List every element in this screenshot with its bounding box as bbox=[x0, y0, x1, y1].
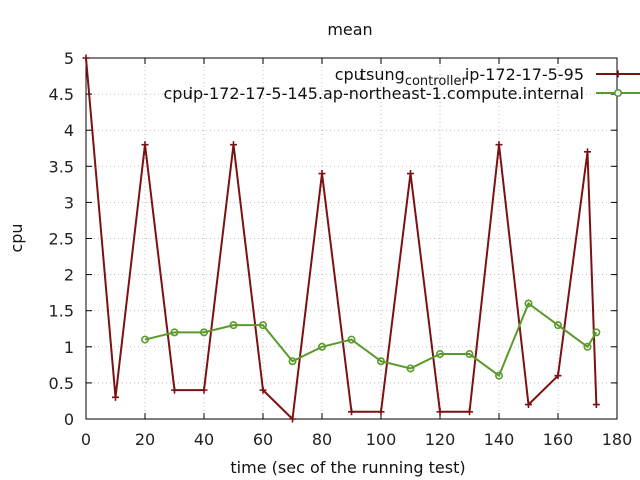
x-tick-label: 60 bbox=[253, 430, 273, 449]
y-axis-title: cpu bbox=[7, 223, 26, 252]
data-point bbox=[494, 371, 503, 380]
legend-1-part-2: tsung bbox=[360, 65, 405, 84]
y-tick-label: 0.5 bbox=[49, 374, 74, 393]
data-point bbox=[524, 299, 533, 308]
data-point bbox=[554, 372, 562, 380]
y-axis: 0 0.5 1 1.5 2 2.5 3 3.5 4 4.5 5 bbox=[49, 49, 617, 429]
legend-2-part-1: cpu bbox=[163, 84, 192, 103]
data-point bbox=[436, 408, 444, 416]
data-point bbox=[466, 408, 473, 416]
legend: cputsungcontrollerip-172-17-5-95 cpuip-1… bbox=[163, 65, 640, 103]
data-point bbox=[406, 364, 415, 373]
data-point bbox=[318, 170, 326, 178]
data-point bbox=[465, 350, 474, 359]
legend-1-part-4: ip-172-17-5-95 bbox=[465, 65, 584, 84]
series-line-2 bbox=[144, 301, 598, 378]
data-point bbox=[200, 328, 209, 337]
x-tick-label: 140 bbox=[484, 430, 515, 449]
data-point bbox=[495, 141, 503, 149]
y-tick-label: 0 bbox=[64, 410, 74, 429]
plot-frame bbox=[85, 57, 618, 420]
svg-text:cputsungcontrollerip-172-17-5-: cputsungcontrollerip-172-17-5-95 bbox=[335, 65, 584, 89]
data-point bbox=[435, 350, 444, 359]
data-point bbox=[229, 321, 238, 330]
x-tick-label: 180 bbox=[602, 430, 633, 449]
data-point bbox=[258, 321, 267, 330]
data-point bbox=[200, 386, 208, 394]
data-point bbox=[347, 335, 356, 344]
data-point bbox=[584, 148, 591, 156]
x-axis: 0 20 40 60 80 100 120 140 160 180 bbox=[81, 58, 632, 449]
y-tick-label: 3 bbox=[64, 193, 74, 212]
data-point bbox=[592, 328, 601, 337]
data-point bbox=[407, 170, 414, 178]
x-tick-label: 20 bbox=[135, 430, 155, 449]
data-point bbox=[317, 342, 326, 351]
y-tick-label: 2.5 bbox=[49, 230, 74, 249]
x-tick-label: 80 bbox=[312, 430, 332, 449]
data-point bbox=[525, 401, 532, 409]
chart-title: mean bbox=[327, 20, 372, 39]
data-point bbox=[141, 335, 150, 344]
legend-marker bbox=[613, 89, 622, 98]
data-point bbox=[583, 342, 592, 351]
y-tick-label: 1 bbox=[64, 338, 74, 357]
y-tick-label: 2 bbox=[64, 266, 74, 285]
legend-2-part-2: ip-172-17-5-145.ap-northeast-1.compute.i… bbox=[189, 84, 584, 103]
data-point bbox=[592, 401, 600, 409]
legend-entry-1: cputsungcontrollerip-172-17-5-95 bbox=[335, 65, 640, 89]
data-point bbox=[230, 141, 237, 149]
data-point bbox=[171, 386, 178, 394]
y-tick-label: 5 bbox=[64, 49, 74, 68]
data-point bbox=[553, 321, 562, 330]
data-point bbox=[377, 408, 385, 416]
data-point bbox=[82, 54, 90, 62]
data-point bbox=[259, 386, 267, 394]
grid bbox=[86, 58, 617, 419]
data-point bbox=[112, 393, 119, 401]
y-tick-label: 4 bbox=[64, 121, 74, 140]
data-point bbox=[376, 357, 385, 366]
svg-text:cpuip-172-17-5-145.ap-northeas: cpuip-172-17-5-145.ap-northeast-1.comput… bbox=[163, 84, 584, 103]
legend-1-part-3: controller bbox=[405, 74, 468, 89]
x-tick-label: 40 bbox=[194, 430, 214, 449]
x-tick-label: 100 bbox=[366, 430, 397, 449]
data-point bbox=[289, 415, 296, 423]
y-tick-label: 1.5 bbox=[49, 302, 74, 321]
data-point bbox=[348, 408, 355, 416]
data-point bbox=[170, 328, 179, 337]
series-1 bbox=[82, 54, 600, 423]
y-tick-label: 4.5 bbox=[49, 85, 74, 104]
data-point bbox=[141, 141, 149, 149]
legend-1-part-1: cpu bbox=[335, 65, 364, 84]
legend-marker bbox=[614, 70, 622, 78]
x-tick-label: 0 bbox=[81, 430, 91, 449]
x-tick-label: 120 bbox=[425, 430, 456, 449]
y-tick-label: 3.5 bbox=[49, 157, 74, 176]
series-layer bbox=[82, 54, 601, 423]
series-2 bbox=[141, 299, 601, 380]
data-point bbox=[288, 357, 297, 366]
x-tick-label: 160 bbox=[543, 430, 574, 449]
x-axis-title: time (sec of the running test) bbox=[230, 458, 465, 477]
legend-entry-2: cpuip-172-17-5-145.ap-northeast-1.comput… bbox=[163, 84, 640, 103]
